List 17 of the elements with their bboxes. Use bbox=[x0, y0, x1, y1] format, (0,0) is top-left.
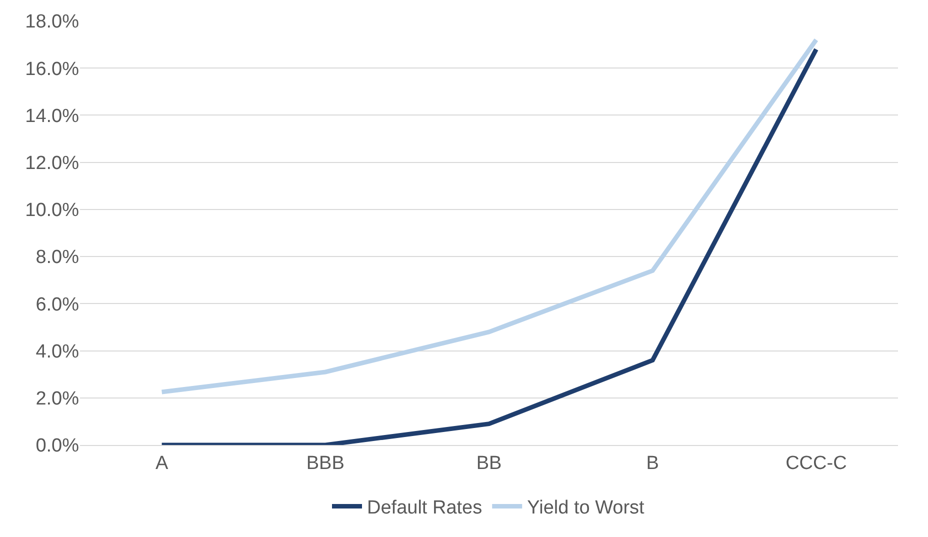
legend-label: Yield to Worst bbox=[527, 498, 646, 519]
y-tick-label: 12.0% bbox=[25, 152, 80, 174]
x-tick-label: BB bbox=[476, 452, 502, 474]
x-tick-label: A bbox=[155, 452, 168, 474]
legend-label: Default Rates bbox=[367, 498, 482, 519]
y-tick-label: 8.0% bbox=[36, 247, 80, 268]
y-tick-label: 14.0% bbox=[25, 106, 80, 127]
y-tick-label: 2.0% bbox=[36, 388, 80, 410]
x-tick-label: B bbox=[646, 452, 659, 474]
x-tick-label: CCC-C bbox=[786, 452, 847, 474]
y-tick-label: 18.0% bbox=[25, 12, 80, 33]
y-tick-label: 16.0% bbox=[25, 58, 80, 80]
y-tick-label: 10.0% bbox=[25, 200, 80, 222]
x-tick-label: BBB bbox=[306, 452, 344, 474]
y-tick-label: 0.0% bbox=[36, 436, 80, 457]
y-tick-label: 6.0% bbox=[36, 294, 80, 316]
y-tick-label: 4.0% bbox=[36, 341, 80, 362]
